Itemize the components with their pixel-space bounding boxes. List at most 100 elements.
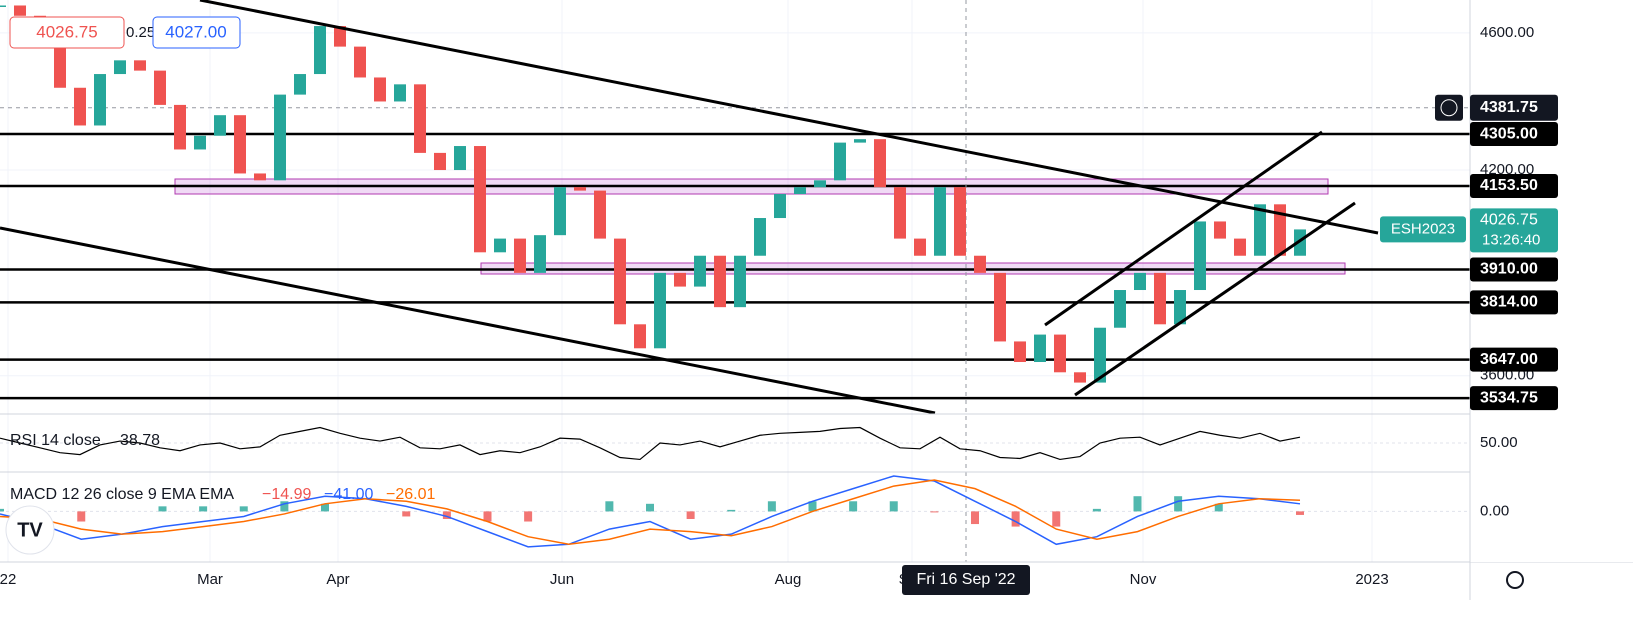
last-price: 4026.75 xyxy=(1480,212,1538,229)
candle xyxy=(594,190,606,239)
add-icon xyxy=(1440,99,1458,117)
candle xyxy=(334,26,346,47)
candle xyxy=(734,255,746,308)
macd-histogram-bar xyxy=(280,501,289,512)
candle xyxy=(274,94,286,181)
rsi-readout: 38.78 xyxy=(120,432,160,449)
candle xyxy=(294,74,306,95)
candle xyxy=(474,146,486,253)
macd-histogram-bar xyxy=(442,511,451,519)
macd-readout: −41.00 xyxy=(324,486,373,503)
candle xyxy=(1214,221,1226,239)
level-tag xyxy=(1470,386,1558,411)
macd-histogram-bar xyxy=(77,511,86,522)
candle xyxy=(214,115,226,136)
trend-line xyxy=(1074,201,1356,397)
candle xyxy=(394,84,406,102)
settings-icon[interactable] xyxy=(1506,571,1524,589)
candle xyxy=(614,238,626,325)
logo[interactable] xyxy=(5,505,55,555)
candle xyxy=(434,152,446,171)
add-button[interactable] xyxy=(1435,94,1463,121)
symbol: ESH2023 xyxy=(1391,220,1455,237)
macd-histogram-bar xyxy=(727,509,736,512)
buy-box[interactable] xyxy=(152,16,241,49)
buy-price: 4027.00 xyxy=(165,22,226,41)
macd-histogram-bar xyxy=(1133,496,1142,512)
candle xyxy=(314,26,326,75)
level-label: 3910.00 xyxy=(1480,261,1538,278)
macd-histogram-bar xyxy=(239,506,248,512)
x-tick-label: Apr xyxy=(326,571,349,588)
macd-histogram-bar xyxy=(321,503,329,512)
candle xyxy=(134,60,146,71)
candle xyxy=(754,218,766,256)
macd-histogram-bar xyxy=(767,501,776,512)
x-tick-label: Jun xyxy=(550,571,574,588)
candle xyxy=(934,187,946,256)
sell-box[interactable] xyxy=(9,16,125,49)
x-tick-label: 22 xyxy=(0,571,16,588)
candle xyxy=(674,272,686,287)
candle xyxy=(774,194,786,219)
candle xyxy=(1094,327,1106,383)
candle xyxy=(554,187,566,236)
trend-lines xyxy=(0,0,1379,415)
trend-line xyxy=(1044,130,1323,327)
macd-histogram-bar xyxy=(1092,508,1101,512)
candle xyxy=(1054,334,1066,373)
macd-line xyxy=(0,475,1301,548)
level-tag xyxy=(1470,257,1558,282)
logo-mark: TV xyxy=(17,519,43,541)
level-tag xyxy=(1470,122,1558,147)
candle xyxy=(454,146,466,171)
crosshair-time-tag xyxy=(902,565,1030,595)
x-tick-label: Mar xyxy=(197,571,223,588)
macd-histogram-bar xyxy=(889,501,898,512)
level-label: 3647.00 xyxy=(1480,351,1538,368)
x-tick-label: Nov xyxy=(1130,571,1157,588)
macd-histogram-bar xyxy=(849,501,858,512)
macd-histogram-bar xyxy=(0,508,4,512)
macd-histogram-bar xyxy=(1214,503,1223,512)
macd-histogram-bar xyxy=(930,511,939,513)
candle xyxy=(1034,334,1046,363)
trend-line xyxy=(0,226,936,415)
level-tag xyxy=(1470,347,1558,372)
candle xyxy=(1194,221,1206,291)
candle xyxy=(694,255,706,287)
candle xyxy=(574,187,586,191)
macd-line xyxy=(0,479,1301,546)
candle xyxy=(354,46,366,78)
candle xyxy=(1134,272,1146,291)
macd-histogram-bar xyxy=(1296,511,1304,515)
axes: 3600.004200.004600.0022MarAprJunAugSepNo… xyxy=(0,24,1558,595)
macd-readout: −26.01 xyxy=(386,486,435,503)
level-label: 4153.50 xyxy=(1480,177,1538,194)
spread: 0.25 xyxy=(126,24,155,41)
macd-histogram-bar xyxy=(1052,511,1061,527)
candle xyxy=(1114,290,1126,328)
candle xyxy=(814,180,826,188)
macd-title: MACD 12 26 close 9 EMA EMA xyxy=(10,486,234,503)
candle xyxy=(854,139,866,143)
candle xyxy=(1154,272,1166,325)
candle xyxy=(414,84,426,153)
rsi-tick: 50.00 xyxy=(1480,434,1518,451)
y-tick-label: 4600.00 xyxy=(1480,24,1534,41)
candle xyxy=(634,324,646,349)
rsi-title: RSI 14 close xyxy=(10,432,101,449)
macd-histogram-bar xyxy=(1011,511,1020,527)
macd-histogram-bar xyxy=(646,503,654,512)
macd-histogram-bar xyxy=(158,506,167,512)
level-tag xyxy=(1470,173,1558,198)
crosshair-time: Fri 16 Sep '22 xyxy=(916,571,1015,588)
candle xyxy=(834,142,846,181)
candle xyxy=(654,272,666,349)
level-label: 3814.00 xyxy=(1480,294,1538,311)
candles xyxy=(0,5,1306,383)
candle xyxy=(1294,229,1306,256)
crosshair-price-tag xyxy=(1470,94,1558,121)
